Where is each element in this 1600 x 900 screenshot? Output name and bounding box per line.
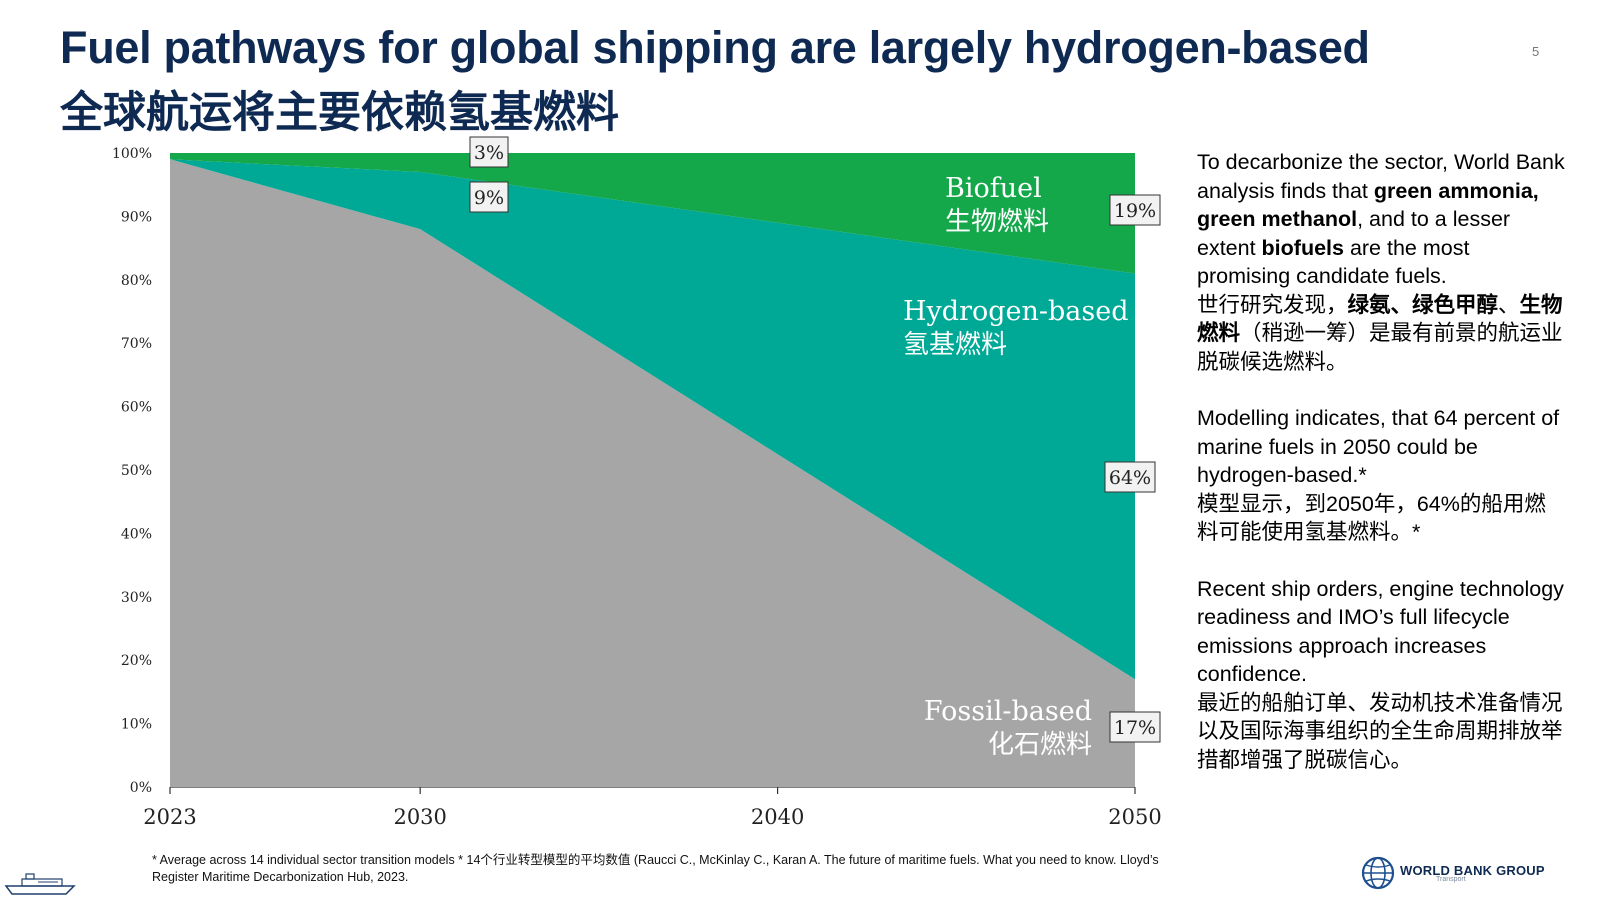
area-fossil-based <box>170 159 1135 788</box>
y-tick-label: 20% <box>121 653 152 669</box>
x-tick-label: 2023 <box>143 805 196 829</box>
y-tick-label: 0% <box>130 780 152 796</box>
chart-areas <box>170 153 1135 788</box>
area-hydrogen-based <box>170 159 1135 680</box>
y-tick-label: 10% <box>121 717 152 733</box>
series-label-zh: 生物燃料 <box>945 207 1049 237</box>
series-label-zh: 化石燃料 <box>988 730 1092 760</box>
stacked-area-chart: 0% 10% 20% 30% 40% 50% 60% 70% 80% 90% 100% 2023 203… <box>112 136 1162 829</box>
footnote: * Average across 14 individual sector tr… <box>152 853 1159 884</box>
value-callouts: 3% 9% 19% 64% 17% <box>469 136 1161 743</box>
paragraph-fuels: To decarbonize the sector, World Bank an… <box>1197 150 1565 374</box>
y-tick-label: 90% <box>121 209 152 225</box>
ship-icon <box>4 873 76 895</box>
x-tick-label: 2040 <box>751 805 804 829</box>
callout-label: 64% <box>1109 467 1151 489</box>
callout-label: 9% <box>474 187 504 209</box>
globe-icon <box>1361 856 1395 890</box>
page-number: 5 <box>1532 44 1540 59</box>
logo-text: WORLD BANK GROUP <box>1400 863 1545 878</box>
y-tick-label: 50% <box>121 463 152 479</box>
callout-box <box>1109 711 1161 743</box>
page-title-en: Fuel pathways for global shipping are la… <box>60 22 1370 73</box>
series-label-zh: 氢基燃料 <box>903 330 1007 360</box>
area-biofuel <box>170 153 1135 274</box>
side-commentary: To decarbonize the sector, World Bank an… <box>1197 148 1567 802</box>
series-label-en: Fossil-based <box>924 696 1092 727</box>
chart-ticks: 0% 10% 20% 30% 40% 50% 60% 70% 80% 90% 100% 2023 203… <box>112 146 1162 829</box>
series-label-en: Biofuel <box>945 173 1042 204</box>
callout-box <box>469 181 509 213</box>
callout-label: 3% <box>474 142 504 164</box>
callout-box <box>1104 461 1156 493</box>
y-tick-label: 40% <box>121 526 152 542</box>
y-tick-label: 80% <box>121 273 152 289</box>
callout-box <box>1109 194 1161 226</box>
logo-subtext: Transport <box>1436 876 1466 883</box>
series-label-en: Hydrogen-based <box>903 296 1129 327</box>
callout-box <box>469 136 509 168</box>
callout-label: 17% <box>1114 717 1156 739</box>
y-tick-label: 60% <box>121 400 152 416</box>
y-tick-label: 70% <box>121 336 152 352</box>
x-tick-label: 2050 <box>1108 805 1161 829</box>
chart-axes <box>169 786 1136 794</box>
callout-label: 19% <box>1114 200 1156 222</box>
paragraph-modelling: Modelling indicates, that 64 percent of … <box>1197 406 1560 544</box>
world-bank-logo: WORLD BANK GROUP Transport <box>1360 855 1545 891</box>
y-tick-label: 100% <box>112 146 152 162</box>
x-tick-label: 2030 <box>393 805 446 829</box>
page-title-zh: 全球航运将主要依赖氢基燃料 <box>60 89 619 137</box>
y-tick-label: 30% <box>121 590 152 606</box>
paragraph-confidence: Recent ship orders, engine technology re… <box>1197 576 1564 772</box>
